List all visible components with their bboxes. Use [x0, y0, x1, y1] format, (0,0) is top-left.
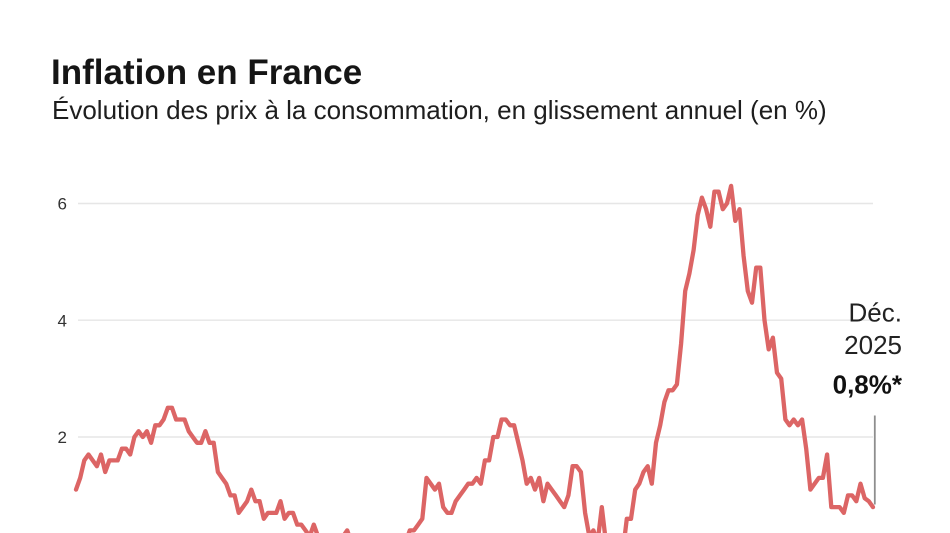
svg-text:2025: 2025 [844, 330, 902, 360]
svg-text:4: 4 [58, 311, 67, 330]
svg-text:Inflation en France: Inflation en France [51, 53, 362, 92]
svg-text:2: 2 [58, 428, 67, 447]
svg-text:0,8%*: 0,8%* [833, 370, 903, 400]
svg-text:Évolution des prix à la consom: Évolution des prix à la consommation, en… [52, 95, 827, 125]
svg-text:6: 6 [58, 195, 67, 214]
svg-text:Déc.: Déc. [849, 298, 902, 328]
